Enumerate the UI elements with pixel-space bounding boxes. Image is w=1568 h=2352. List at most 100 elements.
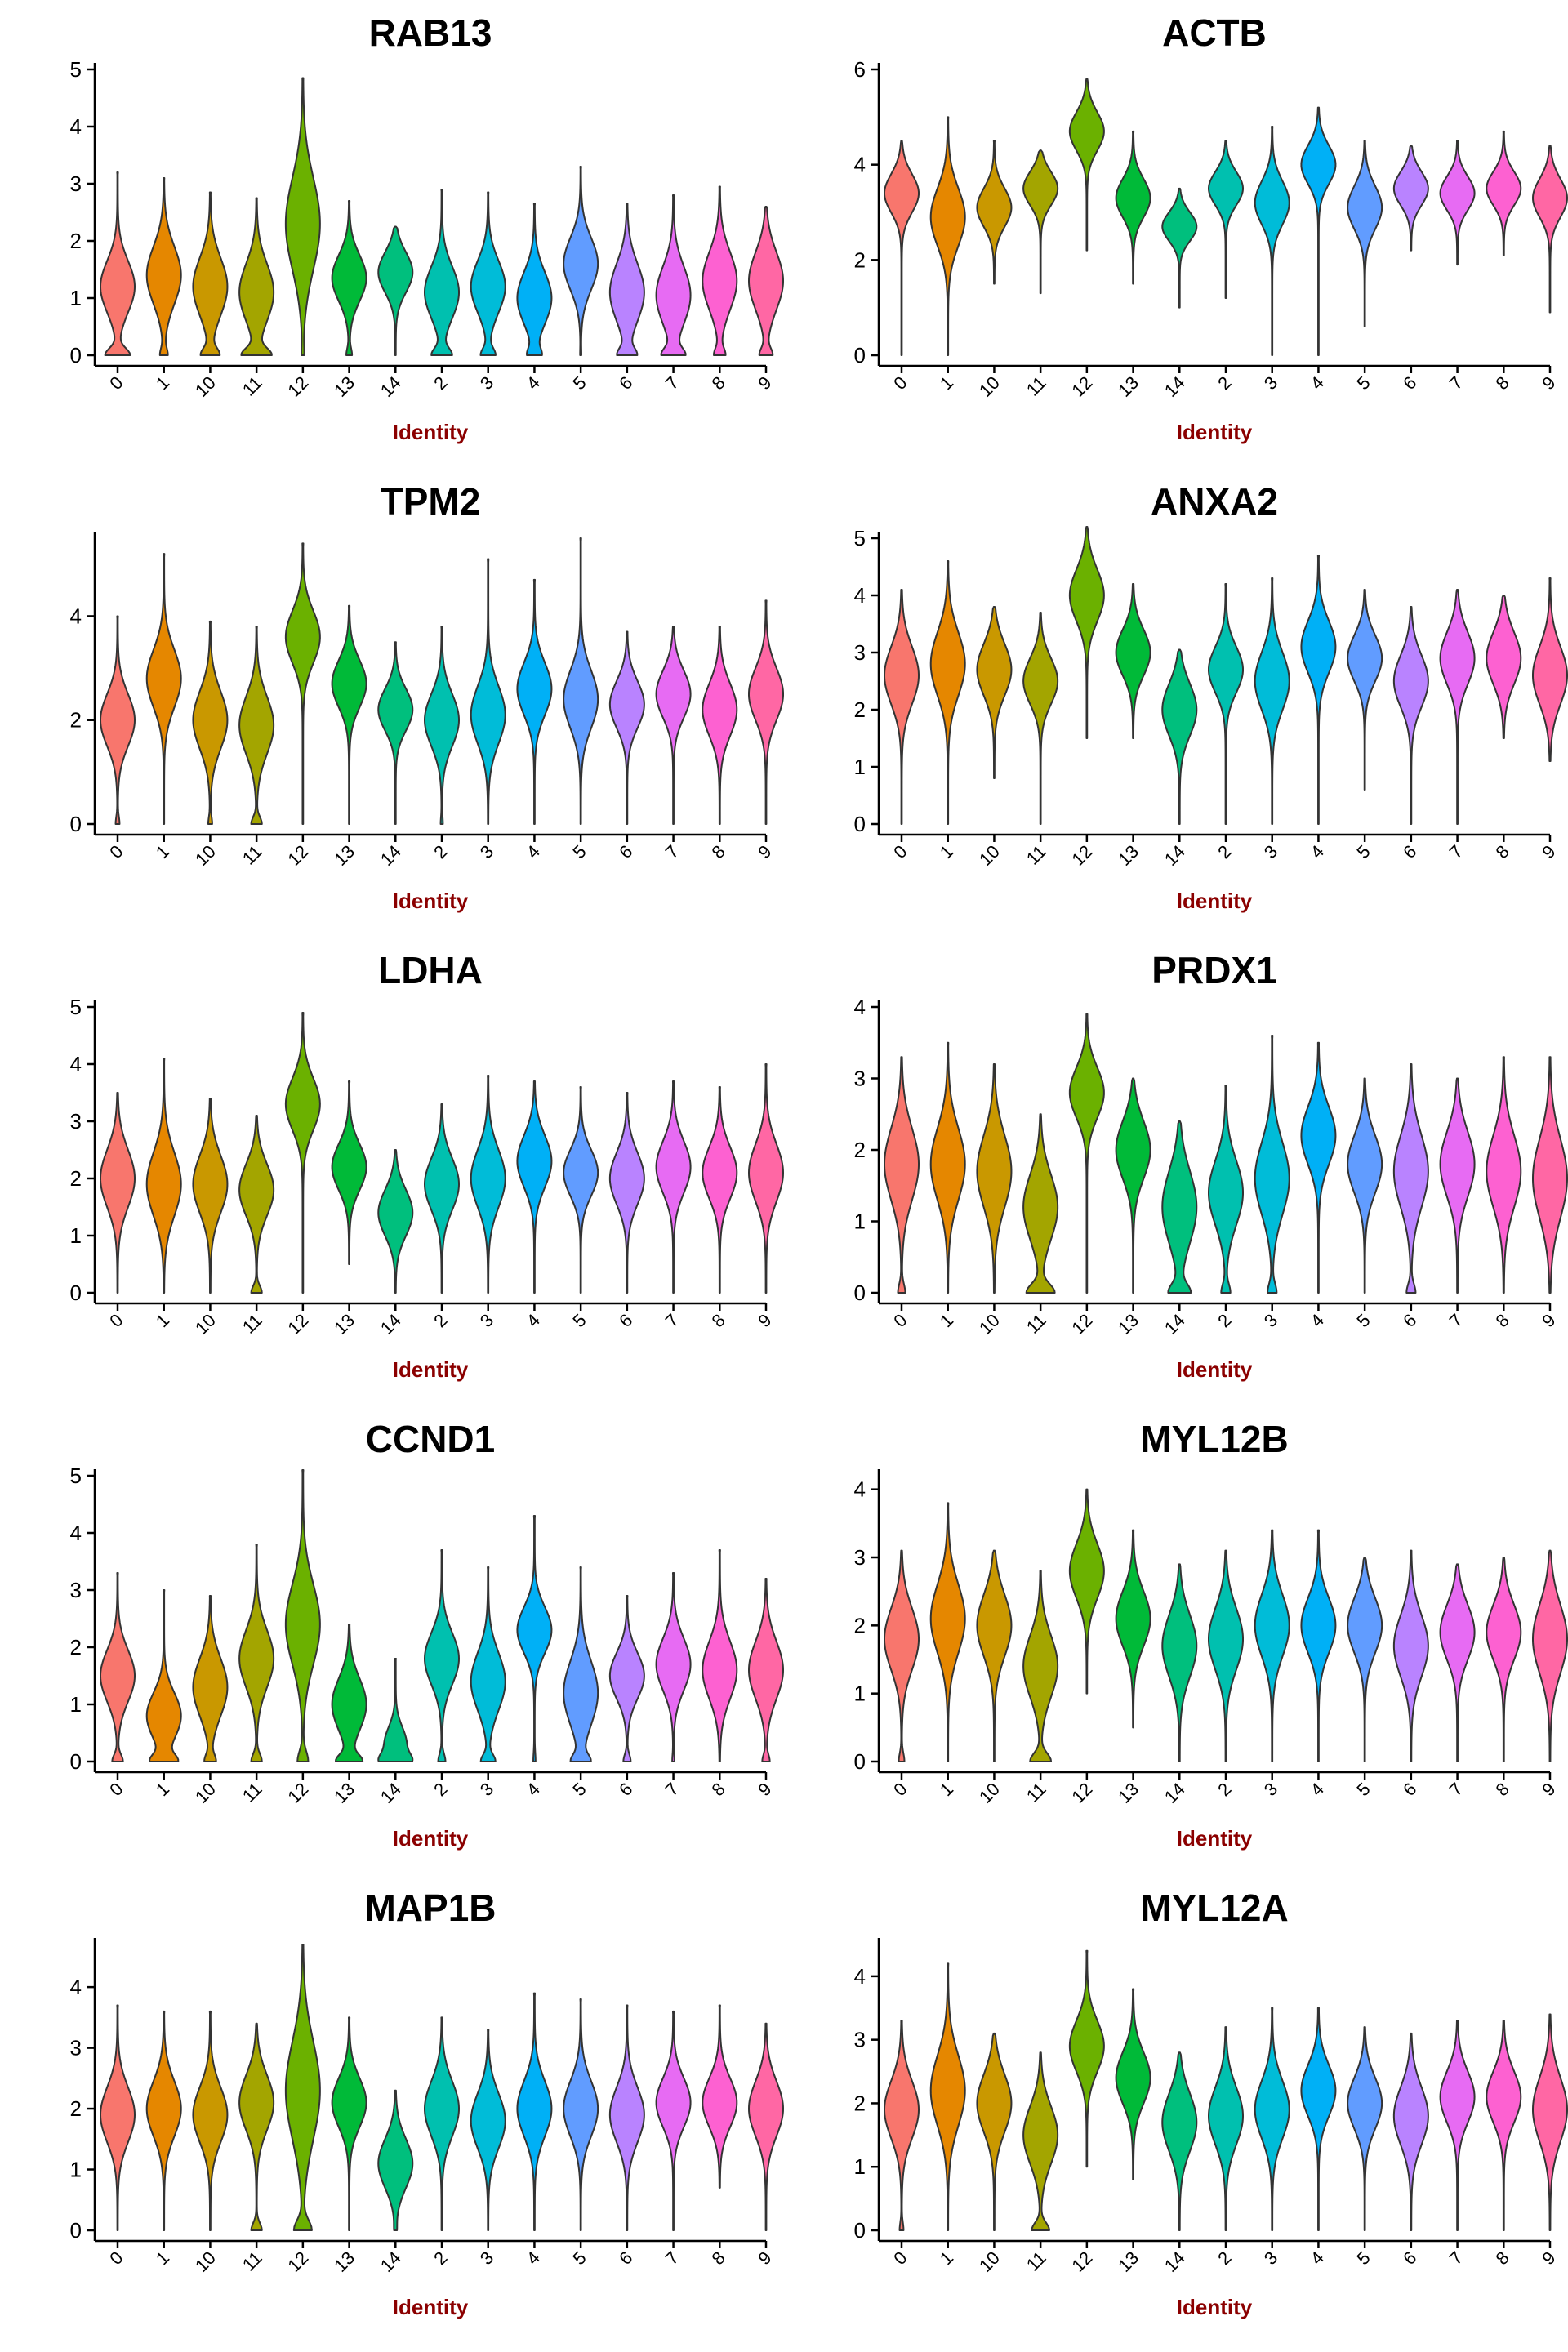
x-tick-label: 2: [1214, 841, 1235, 862]
violin-13: [1115, 1529, 1152, 1729]
violin-13: [331, 200, 368, 356]
violin-2: [424, 626, 460, 825]
violin-14: [1161, 2051, 1198, 2231]
panel-title: ACTB: [1162, 11, 1267, 54]
x-tick-label: 11: [238, 841, 266, 869]
violin-5: [1347, 140, 1383, 327]
violin-0: [100, 1572, 136, 1762]
violin-3: [470, 2029, 506, 2231]
x-tick-label: 3: [476, 2247, 497, 2269]
x-tick-label: 8: [707, 372, 728, 394]
violin-11: [1022, 149, 1059, 295]
violin-0: [884, 589, 920, 825]
violin-12: [284, 1944, 321, 2231]
x-tick-label: 8: [1491, 1310, 1512, 1331]
x-tick-label: 11: [238, 2247, 266, 2275]
violin-11: [238, 2022, 275, 2231]
violin-7: [655, 626, 692, 825]
x-tick-label: 2: [430, 372, 451, 394]
y-tick-label: 2: [70, 229, 82, 253]
violin-9: [1532, 145, 1568, 314]
x-tick-label: 10: [191, 841, 220, 870]
y-tick-label: 5: [70, 57, 82, 82]
violin-9: [1532, 577, 1568, 762]
x-tick-label: 10: [975, 1779, 1004, 1807]
violin-11: [238, 626, 275, 825]
x-tick-label: 10: [975, 1310, 1004, 1339]
y-tick-label: 4: [70, 114, 82, 139]
violin-1: [929, 116, 966, 356]
violin-14: [1161, 187, 1198, 309]
violin-2: [1208, 140, 1244, 299]
violin-4: [1300, 555, 1337, 825]
y-tick-label: 1: [854, 1682, 866, 1706]
y-tick-label: 3: [854, 1545, 866, 1570]
x-axis-title: Identity: [1177, 889, 1253, 913]
x-tick-label: 7: [662, 1310, 683, 1331]
violin-14: [1161, 648, 1198, 825]
x-tick-label: 9: [1538, 1310, 1559, 1331]
violin-8: [1486, 595, 1522, 739]
x-tick-label: 1: [152, 372, 173, 394]
violin-14: [377, 1149, 414, 1294]
x-tick-label: 9: [1538, 372, 1559, 394]
violin-8: [1486, 1056, 1522, 1294]
violin-3: [1254, 1529, 1290, 1762]
x-tick-label: 8: [707, 2247, 728, 2269]
violin-11: [1022, 2051, 1059, 2231]
x-tick-label: 13: [330, 1779, 359, 1807]
x-tick-label: 13: [1114, 372, 1143, 401]
x-tick-label: 4: [523, 372, 544, 394]
x-tick-label: 13: [330, 1310, 359, 1339]
y-tick-label: 0: [70, 812, 82, 836]
x-tick-label: 6: [1399, 372, 1420, 394]
violin-10: [192, 1098, 229, 1294]
x-axis-title: Identity: [1177, 1826, 1253, 1851]
x-tick-label: 6: [615, 1310, 636, 1331]
x-tick-label: 4: [1307, 1779, 1328, 1800]
x-tick-label: 14: [1160, 841, 1189, 870]
x-tick-label: 10: [975, 841, 1004, 870]
violin-5: [1347, 1077, 1383, 1294]
violin-13: [331, 1080, 368, 1265]
violin-12: [284, 1469, 321, 1762]
x-axis-title: Identity: [1177, 2295, 1253, 2319]
violin-0: [884, 2020, 920, 2231]
violin-10: [192, 1595, 229, 1762]
y-tick-label: 1: [854, 2154, 866, 2179]
panel-title: RAB13: [369, 11, 492, 54]
violin-7: [655, 194, 692, 356]
x-tick-label: 5: [1352, 2247, 1374, 2269]
violin-13: [1115, 583, 1152, 739]
x-tick-label: 13: [330, 841, 359, 870]
panel-title: MYL12A: [1140, 1886, 1288, 1929]
x-tick-label: 1: [152, 1310, 173, 1331]
violin-12: [1068, 1488, 1105, 1695]
x-tick-label: 6: [1399, 1779, 1420, 1800]
x-tick-label: 1: [936, 1310, 957, 1331]
x-tick-label: 12: [283, 2247, 312, 2276]
violin-10: [976, 140, 1013, 285]
violin-4: [516, 1992, 553, 2231]
y-tick-label: 0: [854, 1281, 866, 1305]
x-tick-label: 7: [1446, 841, 1467, 862]
violin-10: [192, 620, 229, 825]
violin-7: [1439, 1563, 1476, 1762]
violin-0: [884, 140, 920, 356]
violin-3: [1254, 126, 1290, 356]
violin-8: [1486, 1557, 1522, 1762]
y-tick-label: 1: [70, 2158, 82, 2182]
x-tick-label: 11: [1022, 1779, 1050, 1806]
x-tick-label: 7: [1446, 1779, 1467, 1800]
violin-2: [424, 1549, 460, 1762]
x-tick-label: 9: [1538, 2247, 1559, 2269]
x-tick-label: 10: [191, 2247, 220, 2276]
x-tick-label: 6: [615, 1779, 636, 1800]
x-tick-label: 0: [889, 1779, 911, 1800]
violin-0: [884, 1549, 920, 1762]
y-tick-label: 4: [854, 1964, 866, 1989]
violin-3: [470, 558, 506, 825]
x-tick-label: 7: [1446, 372, 1467, 394]
violin-6: [1392, 1063, 1429, 1294]
